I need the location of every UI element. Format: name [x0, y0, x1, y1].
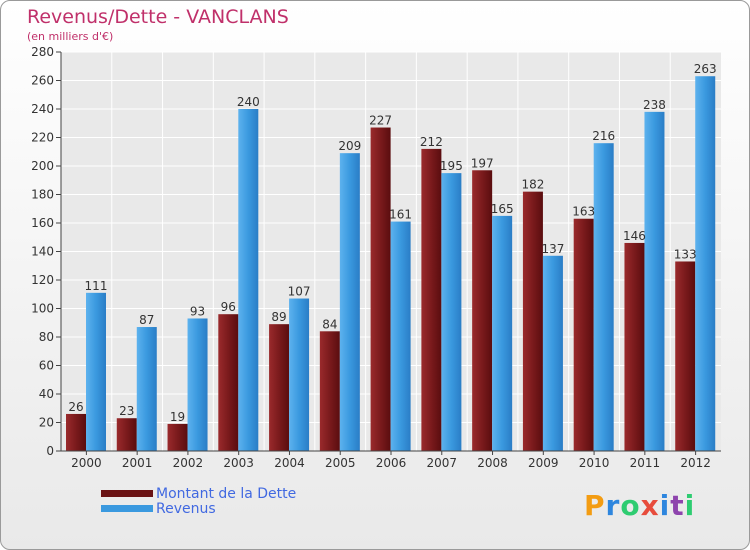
bar-dette [116, 418, 137, 451]
x-tick-label: 2008 [477, 456, 508, 470]
chart-title: Revenus/Dette - VANCLANS [27, 6, 289, 28]
bar-revenus [644, 111, 665, 451]
x-tick-label: 2011 [630, 456, 661, 470]
logo-letter: x [640, 489, 660, 522]
x-tick-label: 2003 [223, 456, 254, 470]
data-label: 165 [491, 202, 514, 216]
data-label: 93 [190, 304, 205, 318]
y-tick-label: 160 [31, 216, 54, 230]
bar-revenus [492, 215, 513, 451]
data-label: 137 [541, 242, 564, 256]
x-tick-label: 2012 [680, 456, 711, 470]
data-label: 227 [369, 114, 392, 128]
y-tick-label: 120 [31, 273, 54, 287]
logo-letter: i [684, 489, 696, 522]
data-label: 163 [572, 205, 595, 219]
x-tick-label: 2005 [325, 456, 356, 470]
bar-revenus [187, 318, 208, 451]
data-label: 133 [674, 247, 697, 261]
bar-revenus [136, 327, 157, 451]
data-label: 146 [623, 229, 646, 243]
chart-subtitle: (en milliers d'€) [27, 30, 114, 43]
data-label: 87 [139, 313, 154, 327]
bar-dette [218, 314, 239, 451]
x-tick-label: 2002 [173, 456, 204, 470]
data-label: 195 [440, 159, 463, 173]
y-tick-label: 0 [46, 444, 54, 458]
x-tick-label: 2000 [71, 456, 102, 470]
data-label: 19 [170, 410, 185, 424]
data-label: 23 [119, 404, 134, 418]
y-tick-label: 80 [39, 330, 54, 344]
bar-revenus [289, 298, 310, 451]
data-label: 216 [592, 129, 615, 143]
data-label: 238 [643, 98, 666, 112]
bar-revenus [441, 173, 462, 451]
y-tick-label: 140 [31, 245, 54, 259]
y-tick-label: 60 [39, 359, 54, 373]
data-label: 107 [288, 285, 311, 299]
data-label: 197 [471, 156, 494, 170]
bar-dette [675, 261, 696, 451]
x-tick-label: 2004 [274, 456, 305, 470]
logo-letter: i [659, 489, 671, 522]
y-tick-label: 220 [31, 131, 54, 145]
bar-dette [421, 148, 442, 451]
legend-swatch-revenus [101, 505, 153, 512]
bar-dette [573, 218, 594, 451]
y-tick-label: 260 [31, 74, 54, 88]
legend-label-dette: Montant de la Dette [156, 486, 297, 502]
y-tick-label: 180 [31, 188, 54, 202]
bar-revenus [695, 76, 716, 451]
x-tick-label: 2009 [528, 456, 559, 470]
y-tick-label: 100 [31, 302, 54, 316]
bar-revenus [390, 221, 411, 451]
data-label: 26 [68, 400, 83, 414]
legend-swatch-dette [101, 490, 153, 497]
data-label: 209 [338, 139, 361, 153]
bar-dette [319, 331, 340, 451]
y-tick-label: 200 [31, 159, 54, 173]
bar-revenus [86, 292, 106, 451]
data-label: 84 [322, 317, 337, 331]
bar-revenus [593, 143, 614, 451]
data-label: 96 [221, 300, 236, 314]
bar-dette [167, 423, 188, 451]
data-label: 240 [237, 95, 260, 109]
bar-dette [269, 324, 290, 451]
x-tick-label: 2006 [376, 456, 407, 470]
bar-dette [66, 413, 86, 451]
logo-letter: t [670, 489, 685, 522]
bar-dette [370, 127, 391, 452]
bar-revenus [238, 109, 259, 451]
y-tick-label: 40 [39, 387, 54, 401]
bar-dette [624, 242, 645, 451]
x-tick-label: 2007 [426, 456, 457, 470]
x-tick-label: 2001 [122, 456, 153, 470]
data-label: 263 [694, 62, 717, 76]
data-label: 182 [521, 178, 544, 192]
bar-dette [472, 170, 493, 451]
y-tick-label: 240 [31, 102, 54, 116]
logo-letter: r [605, 489, 621, 522]
legend-label-revenus: Revenus [156, 501, 216, 517]
bar-revenus [542, 255, 563, 451]
logo-letter: P [584, 489, 606, 522]
proxiti-logo: Proxiti [584, 489, 695, 522]
y-tick-label: 280 [31, 45, 54, 59]
data-label: 212 [420, 135, 443, 149]
data-label: 111 [85, 279, 108, 293]
logo-letter: o [620, 489, 641, 522]
bar-revenus [339, 153, 360, 452]
data-label: 89 [271, 310, 286, 324]
bar-dette [522, 191, 543, 451]
data-label: 161 [389, 208, 412, 222]
y-tick-label: 20 [39, 416, 54, 430]
x-tick-label: 2010 [579, 456, 610, 470]
